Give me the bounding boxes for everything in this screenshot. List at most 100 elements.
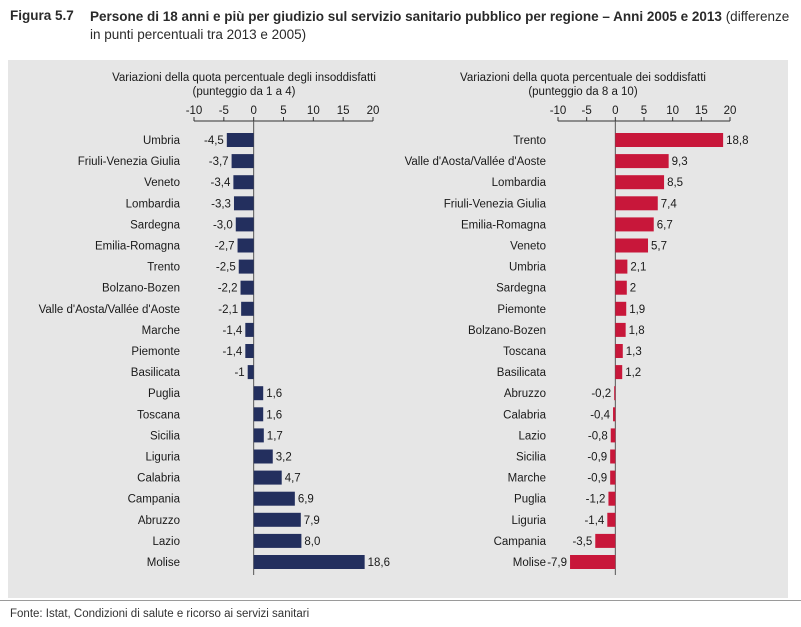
right-x-tick-label: 20 (724, 105, 737, 117)
right-category-label: Marche (508, 473, 546, 485)
left-category-label: Toscana (137, 409, 180, 421)
right-category-label: Umbria (509, 262, 547, 274)
left-value-label: -2,2 (218, 283, 238, 295)
left-bar (253, 407, 264, 422)
left-value-label: 18,6 (368, 557, 390, 569)
left-bar (240, 280, 254, 295)
right-value-label: -1,2 (586, 494, 606, 506)
chart-panel (8, 60, 788, 598)
right-bar (610, 449, 616, 464)
right-category-label: Piemonte (497, 304, 546, 316)
left-category-label: Umbria (143, 135, 181, 147)
left-bar (233, 175, 254, 190)
left-x-tick-label: 0 (250, 105, 256, 117)
right-value-label: 1,2 (625, 367, 641, 379)
right-value-label: 1,3 (626, 346, 642, 358)
left-bar (253, 470, 282, 485)
left-value-label: -2,1 (218, 304, 238, 316)
left-category-label: Molise (147, 557, 180, 569)
right-category-label: Molise (513, 557, 546, 569)
right-value-label: -0,2 (591, 388, 611, 400)
left-bar (247, 365, 254, 380)
right-value-label: 1,8 (629, 325, 645, 337)
right-bar (615, 133, 724, 147)
left-value-label: -2,7 (215, 241, 235, 253)
left-category-label: Campania (128, 494, 181, 506)
left-bar (253, 449, 273, 464)
right-bar (570, 555, 616, 569)
right-value-label: -0,9 (587, 473, 607, 485)
left-category-label: Trento (147, 262, 180, 274)
figure-title-note: (differenze in punti percentuali tra 201… (90, 9, 790, 42)
left-category-label: Bolzano-Bozen (102, 283, 180, 295)
left-category-label: Sicilia (150, 430, 181, 442)
right-category-label: Basilicata (497, 367, 547, 379)
left-x-tick-label: 15 (337, 105, 350, 117)
right-category-label: Puglia (514, 494, 547, 506)
right-value-label: 2,1 (630, 262, 646, 274)
right-x-tick-label: 15 (695, 105, 708, 117)
left-value-label: 3,2 (276, 452, 292, 464)
left-bar (233, 196, 254, 211)
right-x-tick-label: 10 (666, 105, 679, 117)
right-category-label: Sicilia (516, 452, 547, 464)
right-bar (615, 280, 627, 295)
left-bar (238, 259, 254, 274)
right-chart-subtitle: (punteggio da 8 a 10) (528, 86, 638, 98)
left-category-label: Piemonte (131, 346, 180, 358)
right-value-label: 8,5 (667, 177, 683, 189)
right-category-label: Liguria (511, 515, 546, 527)
left-value-label: 1,7 (267, 430, 283, 442)
left-category-label: Sardegna (130, 219, 180, 231)
left-category-label: Lombardia (126, 198, 181, 210)
left-category-label: Valle d'Aosta/Vallée d'Aoste (39, 304, 180, 316)
left-category-label: Basilicata (131, 367, 181, 379)
right-value-label: 5,7 (651, 241, 667, 253)
right-value-label: -0,9 (587, 452, 607, 464)
right-category-label: Friuli-Venezia Giulia (444, 198, 547, 210)
source-note: Fonte: Istat, Condizioni di salute e ric… (10, 608, 310, 620)
right-value-label: -0,8 (588, 430, 608, 442)
left-x-tick-label: 20 (367, 105, 380, 117)
left-x-tick-label: 5 (280, 105, 286, 117)
right-bar (615, 365, 623, 380)
left-value-label: -3,7 (209, 156, 229, 168)
left-category-label: Puglia (148, 388, 181, 400)
right-category-label: Calabria (503, 409, 546, 421)
left-bar (245, 344, 254, 358)
footer-divider (0, 600, 801, 601)
right-bar (608, 491, 616, 506)
right-value-label: 7,4 (661, 198, 678, 210)
right-value-label: 6,7 (657, 219, 673, 231)
left-value-label: 6,9 (298, 494, 314, 506)
right-chart-title: Variazioni della quota percentuale dei s… (460, 72, 706, 84)
left-bar (253, 386, 264, 401)
right-bar (615, 259, 628, 274)
right-value-label: -0,4 (590, 409, 610, 421)
left-bar (245, 322, 254, 337)
right-value-label: -1,4 (584, 515, 604, 527)
left-value-label: 8,0 (304, 536, 320, 548)
left-category-label: Abruzzo (138, 515, 180, 527)
right-bar (613, 407, 616, 422)
left-bar (253, 428, 264, 443)
figure-title-main: Persone di 18 anni e più per giudizio su… (90, 9, 722, 24)
left-bar (226, 133, 254, 147)
left-value-label: -3,4 (211, 177, 231, 189)
right-bar (615, 301, 627, 316)
left-bar (231, 154, 254, 169)
right-bar (615, 196, 658, 211)
figure-header: Figura 5.7 Persone di 18 anni e più per … (10, 8, 790, 52)
right-category-label: Veneto (510, 241, 546, 253)
right-category-label: Abruzzo (504, 388, 546, 400)
right-category-label: Bolzano-Bozen (468, 325, 546, 337)
left-x-tick-label: -5 (219, 105, 229, 117)
left-bar (235, 217, 254, 232)
left-value-label: 1,6 (266, 388, 282, 400)
left-chart-title: Variazioni della quota percentuale degli… (112, 72, 376, 84)
right-x-tick-label: 5 (641, 105, 647, 117)
left-category-label: Calabria (137, 473, 180, 485)
right-bar (615, 322, 626, 337)
right-bar (615, 344, 623, 358)
